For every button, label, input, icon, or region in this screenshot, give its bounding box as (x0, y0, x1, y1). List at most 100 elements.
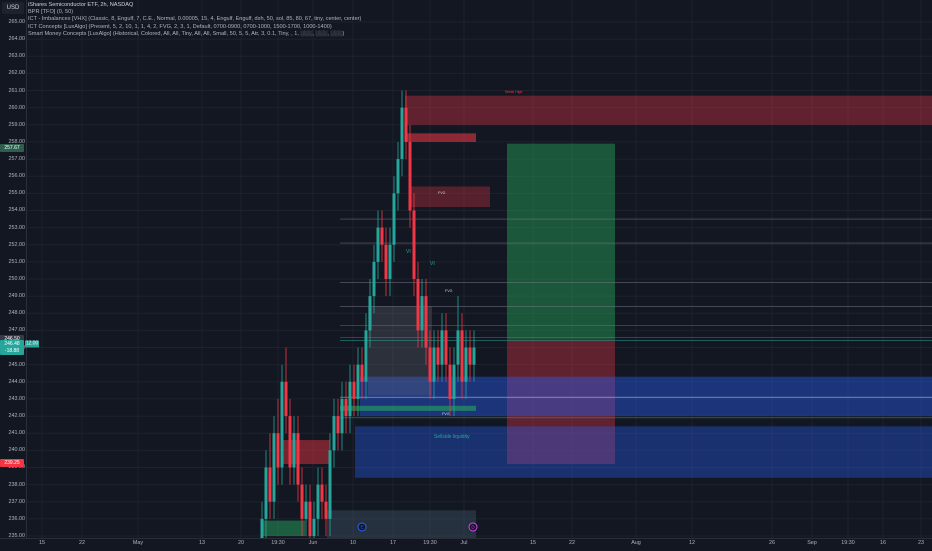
candle-body (324, 501, 328, 519)
supply-zone-top (405, 95, 932, 125)
price-badge: -18.88 (0, 346, 24, 355)
candle-body (364, 330, 368, 382)
candle-body (296, 433, 300, 485)
price-tick-label: 245.00 (8, 361, 26, 368)
candle-body (412, 210, 416, 279)
price-tick-label: 237.00 (8, 498, 26, 505)
candle-body (428, 347, 432, 382)
candle-body (420, 296, 424, 331)
candle-body (352, 381, 356, 399)
long-stop-zone (507, 338, 615, 465)
price-tick-label: 248.00 (8, 310, 26, 317)
time-tick-label: 19:30 (423, 540, 437, 546)
indicator-ict-concepts[interactable]: ICT Concepts [LuxAlgo] (Present, 5, 2, 1… (28, 23, 332, 30)
candle-body (380, 227, 384, 245)
time-tick-label: 15 (39, 540, 45, 546)
candle-body (284, 381, 288, 417)
candle-body (360, 364, 364, 382)
supply-zone-3 (410, 186, 490, 208)
chart-annotation: Weak High (505, 90, 523, 95)
price-badge: 257.67 (0, 143, 24, 152)
price-tick-label: 260.00 (8, 104, 26, 111)
candle-body (272, 433, 276, 502)
earnings-icon[interactable]: E (357, 522, 367, 532)
time-tick-label: 26 (769, 540, 775, 546)
candle-body (444, 330, 448, 365)
price-tick-label: 252.00 (8, 241, 26, 248)
time-tick-label: Aug (631, 540, 641, 546)
candle-body (368, 296, 372, 331)
chart-annotation: VI (406, 248, 411, 255)
candle-body (396, 159, 400, 194)
candle-body (388, 244, 392, 279)
chart-annotation: Sellside liquidity (434, 433, 470, 440)
price-axis[interactable]: USD 265.00 264.00 263.00 262.00 261.00 260.00… (0, 0, 27, 539)
candle-body (356, 364, 360, 399)
candle-body (344, 398, 348, 417)
candle-body (456, 330, 460, 365)
candle-body (376, 227, 380, 262)
indicator-smart-money-concepts[interactable]: Smart Money Concepts [LuxAlgo] (Historic… (28, 30, 345, 37)
time-tick-label: 12 (689, 540, 695, 546)
order-block-blue-2 (355, 426, 932, 478)
price-tick-label: 235.00 (8, 533, 26, 539)
candle-body (436, 347, 440, 365)
dividend-icon[interactable]: D (468, 522, 478, 532)
candle-body (472, 347, 476, 365)
price-tick-label: 259.00 (8, 121, 26, 128)
candle-body (292, 433, 296, 468)
chart-annotation: FVG (445, 288, 453, 293)
time-tick-label: 19:30 (271, 540, 285, 546)
candle-body (280, 381, 284, 468)
time-tick-label: Jun (308, 540, 318, 546)
candle-body (468, 347, 472, 365)
price-tick-label: 265.00 (8, 19, 26, 25)
time-tick-label: 15 (530, 540, 536, 546)
candle-body (372, 261, 376, 297)
price-tick-label: 263.00 (8, 53, 26, 60)
small-green-zone (262, 520, 305, 536)
candle-body (264, 467, 268, 519)
chart-annotation: FVG (438, 191, 446, 196)
candle-body (332, 416, 336, 451)
price-tick-label: 238.00 (8, 481, 26, 488)
candle-body (312, 518, 316, 536)
chart-annotation: VI (430, 260, 435, 267)
candle-body (392, 193, 396, 245)
price-tick-label: 251.00 (8, 258, 26, 265)
candle-body (276, 433, 280, 468)
mid-green-band (340, 405, 476, 411)
candle-body (408, 141, 412, 211)
candle-body (424, 296, 428, 348)
candle-body (328, 450, 332, 519)
price-tick-label: 242.00 (8, 413, 26, 420)
candle-body (260, 518, 264, 550)
time-tick-label: 23 (918, 540, 924, 546)
candle-body (400, 107, 404, 160)
price-tick-label: 253.00 (8, 224, 26, 231)
candle-body (384, 244, 388, 279)
price-tick-label: 236.00 (8, 515, 26, 522)
indicator-bpr[interactable]: BPR [TFO] (0, 50) (28, 9, 74, 16)
currency-label[interactable]: USD (2, 2, 24, 14)
candle-body (316, 484, 320, 519)
price-tick-label: 261.00 (8, 87, 26, 94)
candle-body (288, 416, 292, 468)
time-tick-label: Sep (807, 540, 817, 546)
price-tick-label: 262.00 (8, 70, 26, 77)
time-tick-label: Jul (460, 540, 468, 546)
indicator-ict-imbalances[interactable]: ICT - Imbalances [VHX] (Classic, 8, Engu… (28, 16, 362, 23)
price-tick-label: 264.00 (8, 36, 26, 43)
price-tick-label: 258.00 (8, 138, 26, 145)
price-badge: 246.50 (0, 334, 24, 343)
price-tick-label: 257.00 (8, 156, 26, 163)
symbol-title[interactable]: iShares Semiconductor ETF, 2h, NASDAQ (28, 2, 134, 8)
candle-body (460, 330, 464, 382)
time-axis[interactable] (0, 538, 932, 551)
time-tick-label: 22 (569, 540, 575, 546)
time-tick-label: 17 (390, 540, 396, 546)
price-tick-label: 240.00 (8, 447, 26, 454)
time-tick-label: 19:30 (841, 540, 855, 546)
